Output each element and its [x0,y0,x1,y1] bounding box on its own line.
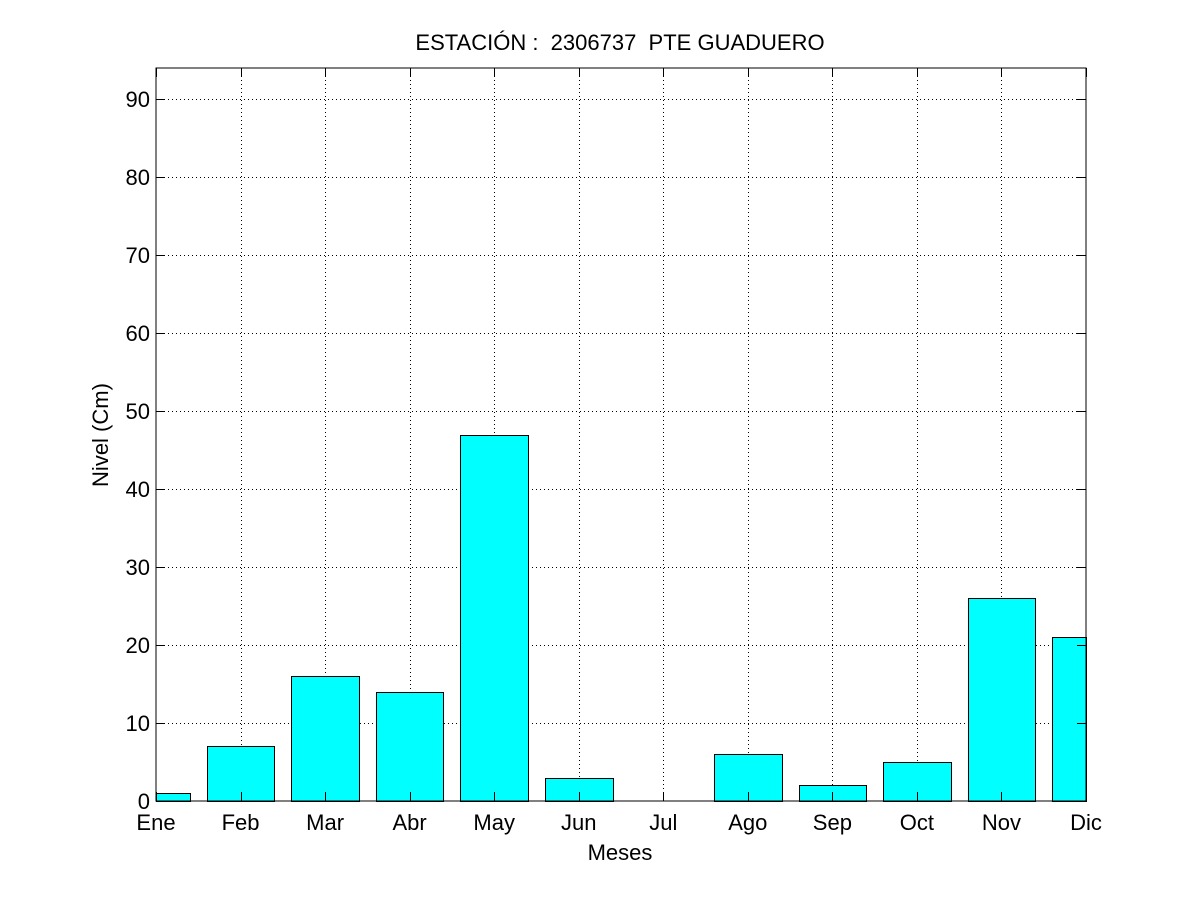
bar-dic [1052,637,1087,802]
y-tick-label: 0 [138,789,150,814]
axes-box [155,67,1087,802]
bars [156,435,1087,802]
tick-marks [156,68,1087,802]
x-tick-label: Jun [561,810,596,835]
bar-nov [968,598,1036,802]
x-tick-label: Ene [136,810,175,835]
x-tick-label: Abr [393,810,427,835]
x-tick-label: Nov [982,810,1021,835]
y-tick-label: 30 [126,555,150,580]
y-tick-label: 10 [126,711,150,736]
y-tick-label: 80 [126,165,150,190]
y-tick-label: 90 [126,87,150,112]
bar-ene [156,793,191,802]
y-tick-label: 40 [126,477,150,502]
y-axis-title: Nivel (Cm) [88,383,113,487]
y-tick-label: 70 [126,243,150,268]
y-tick-label: 60 [126,321,150,346]
x-tick-label: Dic [1070,810,1102,835]
bar-mar [291,676,360,802]
x-axis-title: Meses [588,840,653,865]
x-tick-label: Feb [222,810,260,835]
x-tick-label: Jul [649,810,677,835]
x-tick-label: Mar [306,810,344,835]
bar-abr [376,692,444,802]
y-tick-labels: 0 10 20 30 40 50 60 70 80 90 [126,87,150,814]
chart-title: ESTACIÓN : 2306737 PTE GUADUERO [415,30,824,55]
x-tick-label: Oct [900,810,934,835]
x-tick-label: Ago [728,810,767,835]
x-tick-label: May [473,810,515,835]
y-tick-label: 50 [126,399,150,424]
x-tick-label: Sep [813,810,852,835]
y-tick-label: 20 [126,633,150,658]
bar-may [460,435,529,802]
x-tick-labels: Ene Feb Mar Abr May Jun Jul Ago Sep Oct Nov Dic [136,810,1101,835]
grid-lines [156,68,1086,801]
